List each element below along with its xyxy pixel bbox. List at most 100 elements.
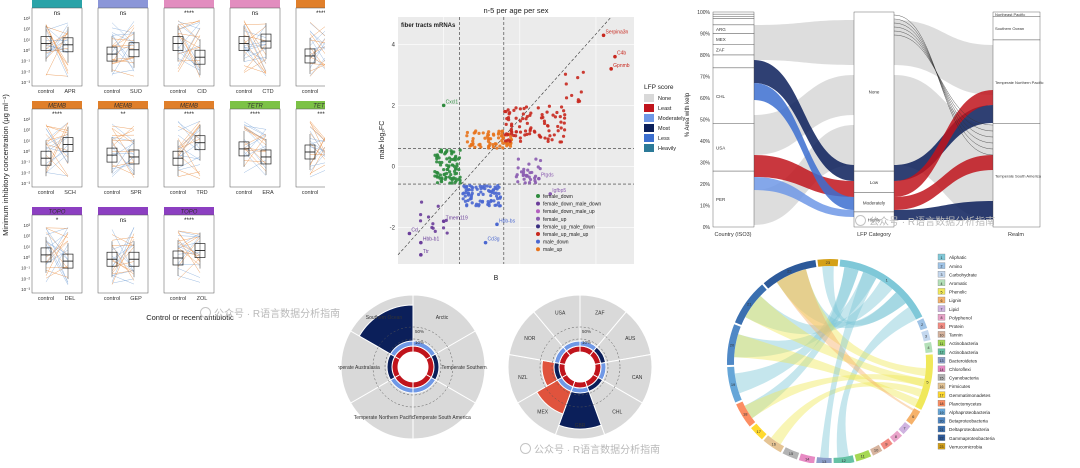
volcano-point (509, 135, 512, 138)
chord-legend-id: 15 (940, 376, 944, 380)
volcano-point (450, 158, 453, 161)
volcano-point (482, 193, 485, 196)
facet-strip-label: TOPO (181, 210, 198, 216)
chord-legend-label: Aliphatic (949, 255, 967, 260)
polar-sector-label: ZAF (595, 310, 604, 316)
volcano-point (466, 140, 469, 143)
facet-strip-label: TETR (247, 104, 263, 110)
facet-strip (296, 0, 325, 8)
volcano-point (560, 126, 563, 129)
chord-legend-label: Verrucomicrobia (949, 444, 983, 449)
facet-x-tick-control: control (104, 296, 121, 302)
volcano-point (563, 117, 566, 120)
polar-sector-label: Temperate Southern Africa (441, 365, 488, 371)
chord-arc-id: 14 (805, 456, 810, 461)
volcano-point (508, 112, 511, 115)
volcano-legend-key (536, 202, 540, 206)
facet-x-tick-drug: GEP (130, 296, 142, 302)
alluvial-y-tick: 80% (700, 53, 711, 59)
volcano-point (474, 129, 477, 132)
volcano-point (534, 158, 537, 161)
alluvial-axis-label: LFP Category (857, 232, 891, 238)
volcano-point (553, 133, 556, 136)
facet-pol: ****controlPOL (296, 0, 325, 95)
chord-legend-label: Carbohydrate (949, 272, 977, 277)
volcano-point (486, 135, 489, 138)
volcano-point (529, 129, 532, 132)
facet-strip-label: MEMB (180, 104, 198, 110)
alluvial-y-tick: 10% (700, 204, 711, 210)
volcano-point (546, 124, 549, 127)
polar-ring-label: 50% (582, 329, 591, 334)
volcano-point (533, 130, 536, 133)
volcano-point (562, 135, 565, 138)
volcano-gene-label: Cxcl1 (446, 99, 459, 105)
polar-sector-label: Temperate Northern Pacific (354, 415, 415, 421)
facet-strip (98, 207, 148, 215)
volcano-point (419, 213, 422, 216)
volcano-point (533, 176, 536, 179)
volcano-point (433, 174, 436, 177)
chord-legend-id: 10 (940, 333, 944, 337)
volcano-point (489, 185, 492, 188)
volcano-point (562, 109, 565, 112)
volcano-point (420, 200, 423, 203)
facet-x-tick-control: control (104, 190, 121, 196)
volcano-point (547, 129, 550, 132)
facet-y-tick-label: 10³ (23, 117, 30, 122)
volcano-point (548, 134, 551, 137)
facet-y-tick-label: 10⁰ (23, 255, 30, 260)
volcano-point (440, 180, 443, 183)
polar-sector-label: AUS (625, 336, 636, 342)
alluvial-stratum-label: ZAF (716, 48, 725, 53)
volcano-point (493, 204, 496, 207)
volcano-point (524, 181, 527, 184)
alluvial-stratum-label: Southern Ocean (995, 26, 1024, 31)
facet-plot-frame (164, 215, 214, 293)
chord-legend-id: 11 (940, 342, 944, 346)
facet-strip-label: TOPO (49, 210, 66, 216)
volcano-legend-key (536, 209, 540, 213)
facet-significance: ns (120, 217, 128, 224)
facet-plot-frame (230, 8, 280, 86)
polar-sector-label: NOR (524, 336, 536, 342)
volcano-legend-label: male_down (543, 240, 569, 246)
chord-legend-label: Actinobacteria (949, 350, 979, 355)
volcano-point (459, 149, 462, 152)
facet-plot-frame (98, 109, 148, 187)
volcano-point (528, 132, 531, 135)
volcano-point (495, 146, 498, 149)
volcano-y-tick-label: 4 (392, 42, 396, 48)
alluvial-y-label: % Area with kelp (685, 92, 691, 137)
chord-legend-label: Lignin (949, 298, 962, 303)
volcano-point (431, 222, 434, 225)
volcano-point (560, 105, 563, 108)
volcano-point (516, 173, 519, 176)
volcano-panel: n-5 per age per sex fiber tracts mRNAs S… (375, 5, 640, 285)
alluvial-stratum-country (713, 18, 754, 24)
alluvial-y-tick: 40% (700, 139, 711, 145)
chord-legend-label: Cyanobacteria (949, 376, 979, 381)
volcano-point (517, 166, 520, 169)
alluvial-y-tick: 90% (700, 32, 711, 38)
facet-significance: **** (184, 10, 195, 17)
facet-strip-label: MEMB (48, 104, 66, 110)
volcano-point (514, 134, 517, 137)
chord-legend-label: Polyphenol (949, 315, 972, 320)
volcano-y-tick-label: -2 (390, 225, 396, 231)
volcano-subtitle: fiber tracts mRNAs (401, 23, 456, 29)
facet-x-tick-drug: ZOL (197, 296, 208, 302)
facet-y-tick-label: 10³ (23, 16, 30, 21)
facet-y-tick-label: 10⁰ (23, 149, 30, 154)
volcano-point (563, 121, 566, 124)
volcano-point (543, 136, 546, 139)
facet-strip (32, 0, 82, 8)
volcano-point (507, 108, 510, 111)
volcano-point (528, 176, 531, 179)
volcano-point (471, 192, 474, 195)
watermark-text: 公众号 · R语言数据分析指南 (534, 445, 660, 456)
volcano-point (467, 192, 470, 195)
